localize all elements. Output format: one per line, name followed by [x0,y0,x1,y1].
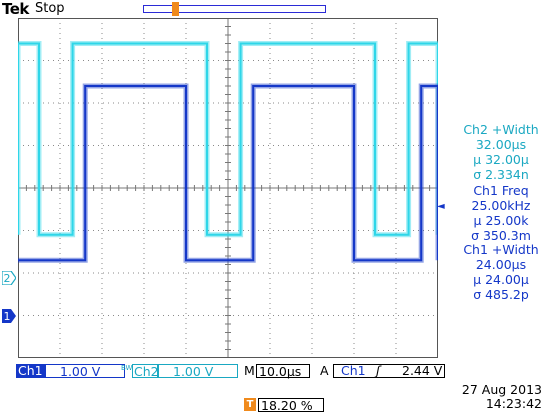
trigger-level: 2.44 V [402,363,443,378]
ch2-waveform [18,42,438,236]
measurement-value: 25.00kHz [471,198,531,213]
timestamp-date: 27 Aug 2013 [461,382,542,397]
ch1-marker[interactable]: 1 [2,309,16,323]
measurement-mean: µ 25.00k [473,213,529,228]
measurement-stdev: σ 350.3m [471,228,531,243]
measurement-stdev: σ 485.2p [473,287,529,302]
measurement-ch2-width: Ch2 +Width 32.00µs µ 32.00µ σ 2.334n [452,122,550,182]
measurement-mean: µ 24.00µ [473,272,529,287]
ch1-scale[interactable]: 1.00 V [45,364,125,379]
record-position-bar[interactable] [143,2,326,16]
timebase-label: M [244,363,255,378]
trigger-source: Ch1 [341,363,366,378]
ch2-label[interactable]: Ch2 [132,364,159,379]
record-position-marker[interactable] [172,2,179,16]
measurement-stdev: σ 2.334n [473,167,529,182]
ch1-waveform [18,85,438,262]
timestamp: 27 Aug 2013 14:23:42 [462,383,542,411]
measurement-label: Ch1 Freq [473,183,529,198]
horizontal-position[interactable]: 18.20 % [258,398,324,413]
measurement-label: Ch1 +Width [463,242,539,257]
measurement-ch1-freq: Ch1 Freq 25.00kHz µ 25.00k σ 350.3m [452,183,550,243]
trigger-settings[interactable] [333,364,445,378]
settings-readout: Ch1 1.00 V BW Ch2 1.00 V M 10.0µs A Ch1 … [0,363,550,413]
measurement-value: 24.00µs [475,257,527,272]
ch2-bw-limit-icon: BW [121,364,133,372]
measurement-label: Ch2 +Width [463,122,539,137]
trigger-icon: T [244,398,256,411]
timestamp-time: 14:23:42 [485,396,542,411]
top-status-bar: Tek Stop [0,0,550,18]
ch2-marker[interactable]: 2 [2,271,16,285]
ch1-label[interactable]: Ch1 [16,364,45,378]
waveform-display[interactable] [18,18,438,358]
ch2-marker-label: 2 [4,272,11,285]
trigger-mode: A [320,363,329,378]
ch2-scale[interactable]: 1.00 V [158,364,238,379]
trigger-level-marker[interactable]: ◄ [437,201,445,212]
graticule [18,18,438,358]
ch1-marker-label: 1 [4,310,11,323]
brand-logo: Tek [2,0,29,18]
measurement-mean: µ 32.00µ [473,152,529,167]
measurement-value: 32.00µs [475,137,527,152]
timebase-value[interactable]: 10.0µs [256,364,310,379]
waveforms [18,41,438,263]
measurement-ch1-width: Ch1 +Width 24.00µs µ 24.00µ σ 485.2p [452,242,550,302]
run-status: Stop [35,1,65,16]
rising-edge-icon: ʃ [376,363,381,378]
